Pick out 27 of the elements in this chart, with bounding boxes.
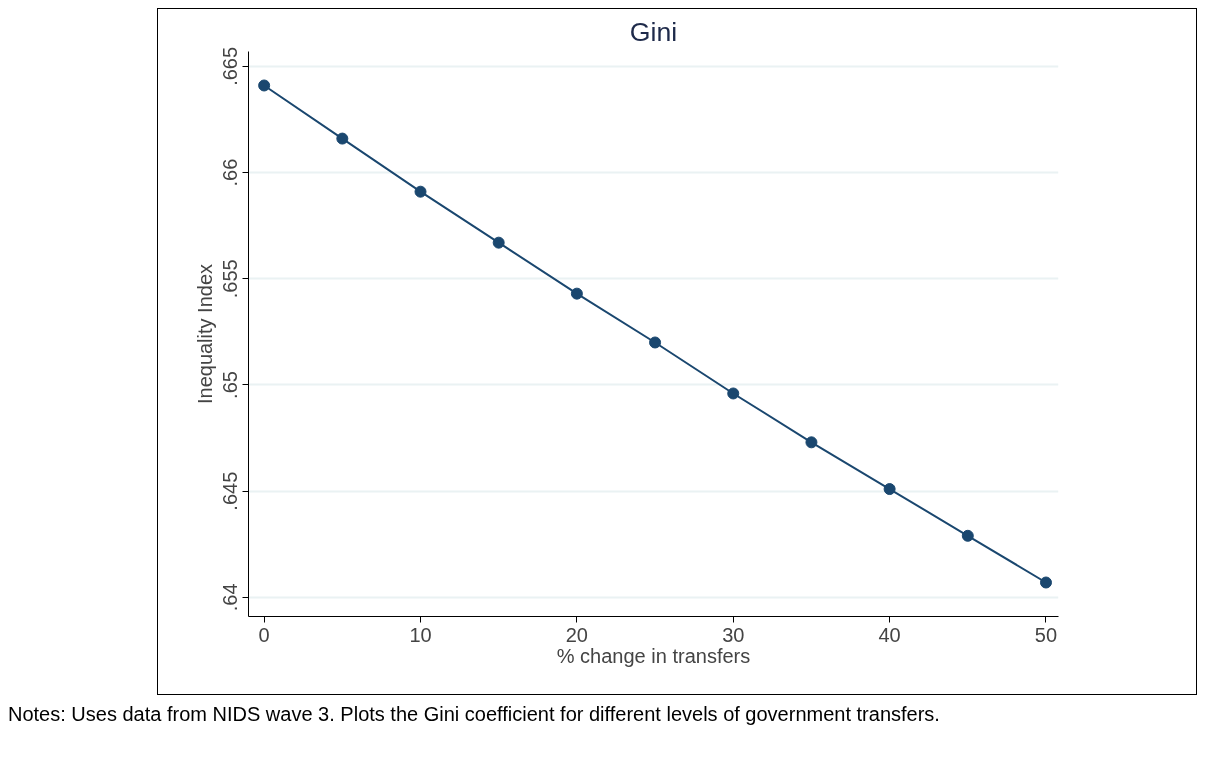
point <box>649 336 662 349</box>
point <box>336 132 349 145</box>
point <box>414 185 427 198</box>
x-tick-label: 20 <box>565 623 589 646</box>
text: Notes: Uses data from NIDS wave 3. Plots the Gini coefficient for different levels of government transfers. <box>8 702 940 727</box>
x-tick-label: 40 <box>878 623 901 646</box>
y-tick-label: .645 <box>219 471 242 511</box>
y-tick-label: .665 <box>219 46 242 86</box>
point <box>570 287 583 300</box>
x-tick-label: 30 <box>722 623 745 646</box>
y-axis-title: Inequality Index <box>193 263 216 405</box>
x-tick-label: 50 <box>1034 623 1058 646</box>
point <box>1039 576 1052 589</box>
y-tick-label: .66 <box>219 158 242 187</box>
x-tick-label: 0 <box>258 623 270 646</box>
point <box>492 236 505 249</box>
y-tick-label: .655 <box>219 259 242 299</box>
y-tick-label: .65 <box>219 371 242 399</box>
point <box>258 79 271 92</box>
point <box>727 387 740 400</box>
point <box>805 436 818 449</box>
y-tick-label: .64 <box>219 583 242 612</box>
point <box>883 483 896 496</box>
chart-title: Gini <box>629 16 678 47</box>
x-tick-label: 10 <box>409 623 432 646</box>
point <box>961 529 974 542</box>
x-axis-title: % change in transfers <box>556 644 751 667</box>
